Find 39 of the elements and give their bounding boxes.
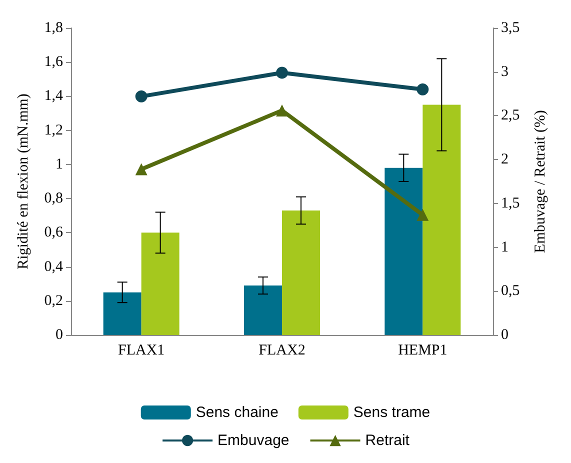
y2-axis-title: Embuvage / Retrait (%) — [532, 110, 548, 253]
bar — [141, 232, 180, 335]
y-tick-label: 0,8 — [44, 190, 63, 207]
bar — [282, 210, 320, 335]
y-axis-title: Rigidité en flexion (mN.mm) — [16, 94, 32, 270]
legend-label: Retrait — [365, 432, 410, 449]
y-tick-label: 0 — [56, 327, 63, 343]
y2-tick-label: 3 — [501, 64, 508, 80]
x-tick-label: FLAX2 — [258, 342, 306, 358]
bar — [384, 168, 423, 335]
y2-tick-label: 0,5 — [501, 283, 520, 300]
point — [276, 66, 288, 79]
y2-tick-label: 3,5 — [501, 20, 520, 36]
y-tick-label: 0,4 — [44, 258, 64, 275]
y-tick-label: 1 — [56, 156, 63, 172]
point — [135, 90, 148, 102]
legend-label: Embuvage — [218, 432, 290, 449]
y-tick-label: 0,2 — [44, 292, 63, 309]
bar — [103, 292, 142, 335]
x-tick-label: HEMP1 — [398, 342, 448, 358]
y2-tick-label: 2 — [501, 152, 508, 168]
y2-tick-label: 1,5 — [501, 195, 520, 212]
y-tick-label: 1,6 — [44, 54, 64, 70]
y-tick-label: 1,8 — [44, 20, 63, 36]
y2-tick-label: 2,5 — [501, 108, 520, 124]
y-tick-label: 1,4 — [44, 88, 64, 104]
y-tick-label: 1,2 — [44, 122, 63, 138]
y2-tick-label: 1 — [501, 239, 508, 256]
bar — [244, 286, 282, 335]
y-tick-label: 0,6 — [44, 224, 64, 241]
legend-label: Sens trame — [353, 404, 430, 421]
x-tick-label: FLAX1 — [118, 342, 165, 358]
point — [416, 83, 429, 96]
bar — [422, 104, 461, 335]
y2-tick-label: 0 — [501, 327, 508, 343]
point — [276, 104, 288, 116]
point — [416, 208, 429, 221]
legend-label: Sens chaine — [196, 404, 278, 421]
point — [135, 163, 148, 176]
